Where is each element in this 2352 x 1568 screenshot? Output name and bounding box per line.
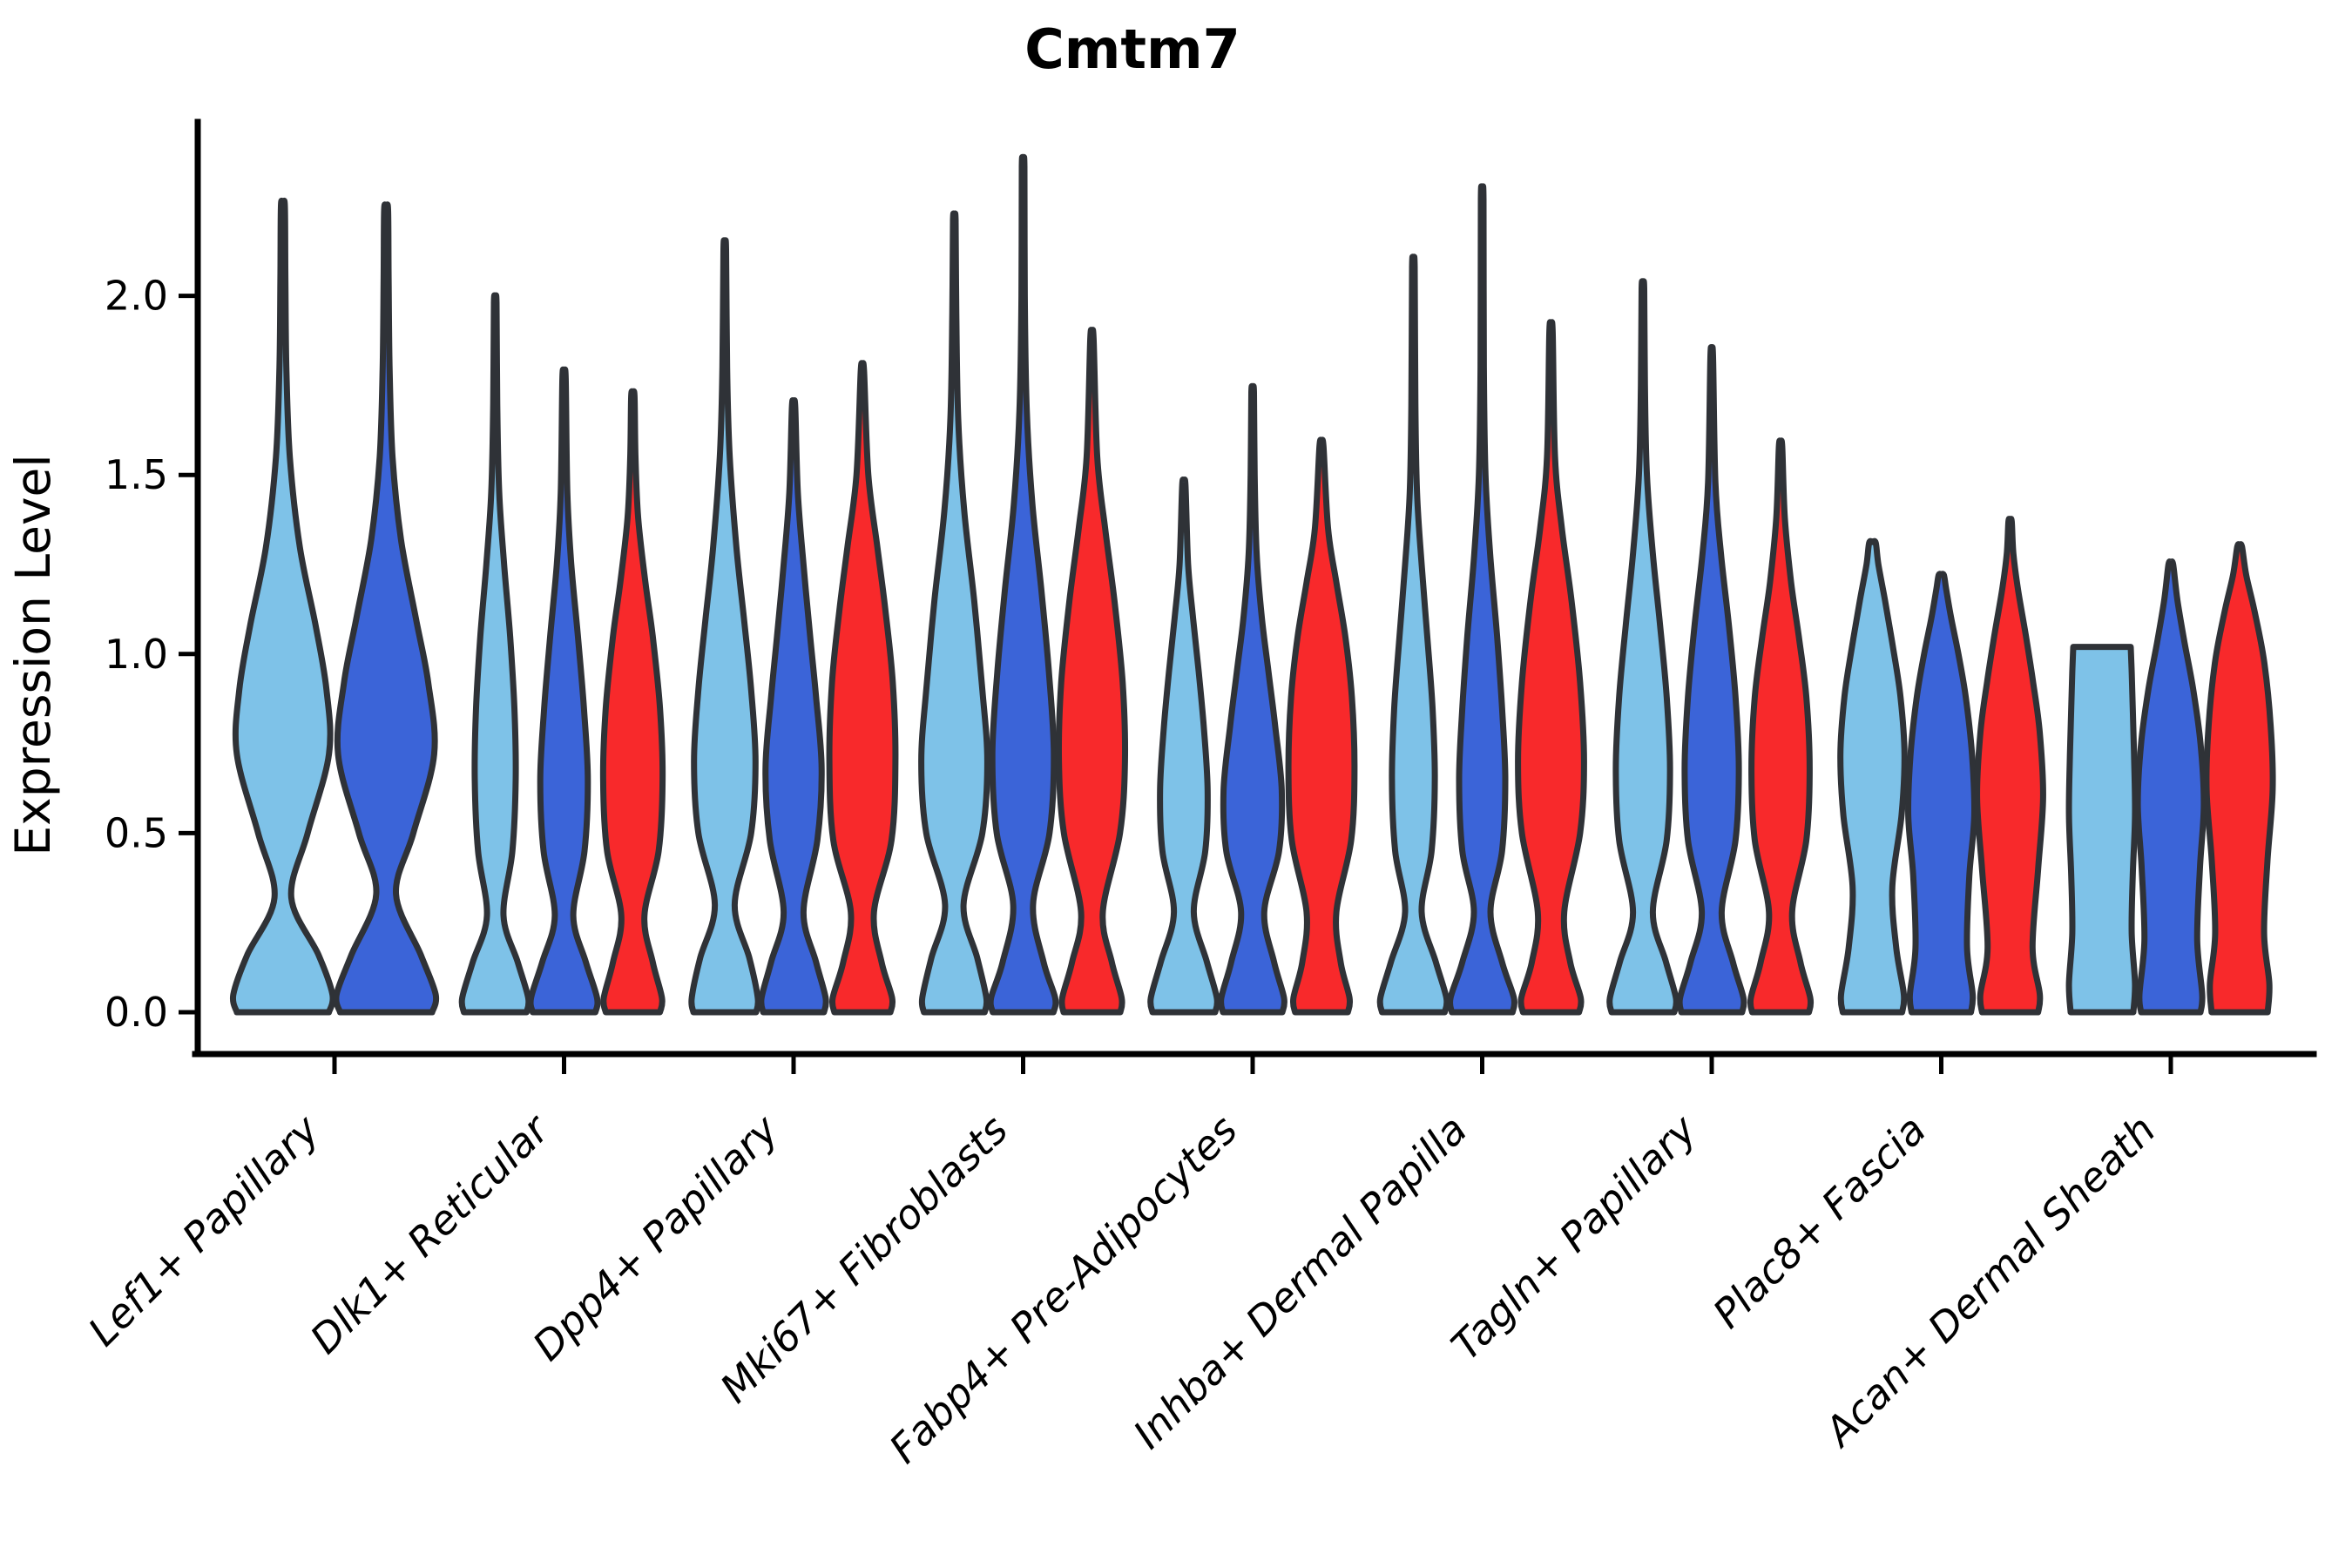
violin-dpp4-papillary-dark_blue — [758, 397, 829, 1016]
x-tick-label-plac8-fascia: Plac8+ Fascia — [1704, 1106, 1935, 1337]
violin-acan-dermal-sheath-light_blue — [2065, 644, 2139, 1016]
y-tick-label: 0.5 — [105, 809, 168, 856]
violin-dlk1-reticular-red — [599, 388, 666, 1016]
violin-fabp4-pre-adipocytes-light_blue — [1147, 476, 1220, 1016]
violin-plac8-fascia-red — [1974, 516, 2046, 1016]
violin-lef1-papillary-dark_blue — [333, 201, 440, 1016]
violin-dpp4-papillary-light_blue — [688, 237, 761, 1016]
violin-dpp4-papillary-red — [826, 360, 899, 1016]
violin-plac8-fascia-light_blue — [1837, 537, 1908, 1016]
violin-fabp4-pre-adipocytes-dark_blue — [1218, 382, 1288, 1016]
y-tick-label: 1.5 — [105, 451, 168, 498]
y-tick-label: 0.0 — [105, 989, 168, 1036]
violin-tagln-papillary-red — [1747, 437, 1815, 1016]
violin-dlk1-reticular-dark_blue — [527, 366, 601, 1016]
violin-plac8-fascia-dark_blue — [1905, 571, 1977, 1016]
y-tick-label: 1.0 — [105, 631, 168, 678]
violin-acan-dermal-sheath-red — [2203, 541, 2276, 1016]
x-tick-label-lef1-papillary: Lef1+ Papillary — [79, 1105, 328, 1355]
x-tick-label-dpp4-papillary: Dpp4+ Papillary — [524, 1105, 787, 1369]
x-tick-label-tagln-papillary: Tagln+ Papillary — [1442, 1105, 1706, 1369]
violin-lef1-papillary-light_blue — [229, 197, 336, 1016]
violin-mki67-fibroblasts-light_blue — [918, 210, 990, 1016]
violin-acan-dermal-sheath-dark_blue — [2134, 558, 2207, 1016]
violin-inhba-dermal-papilla-red — [1515, 319, 1587, 1016]
y-axis-ticks: 0.0 0.5 1.0 1.5 2.0 — [105, 273, 198, 1036]
violins-layer — [229, 153, 2276, 1016]
violin-tagln-papillary-light_blue — [1606, 278, 1680, 1016]
y-tick-label: 2.0 — [105, 273, 168, 320]
x-tick-label-dlk1-reticular: Dlk1+ Reticular — [301, 1104, 560, 1362]
violin-mki67-fibroblasts-red — [1055, 327, 1129, 1016]
violin-inhba-dermal-papilla-light_blue — [1376, 253, 1450, 1016]
violin-fabp4-pre-adipocytes-red — [1285, 436, 1358, 1016]
chart-title: Cmtm7 — [1024, 17, 1240, 81]
violin-mki67-fibroblasts-dark_blue — [987, 153, 1059, 1016]
y-axis-label: Expression Level — [5, 454, 61, 855]
violin-tagln-papillary-dark_blue — [1676, 344, 1747, 1016]
violin-dlk1-reticular-light_blue — [458, 292, 532, 1016]
violin-inhba-dermal-papilla-dark_blue — [1446, 183, 1518, 1016]
